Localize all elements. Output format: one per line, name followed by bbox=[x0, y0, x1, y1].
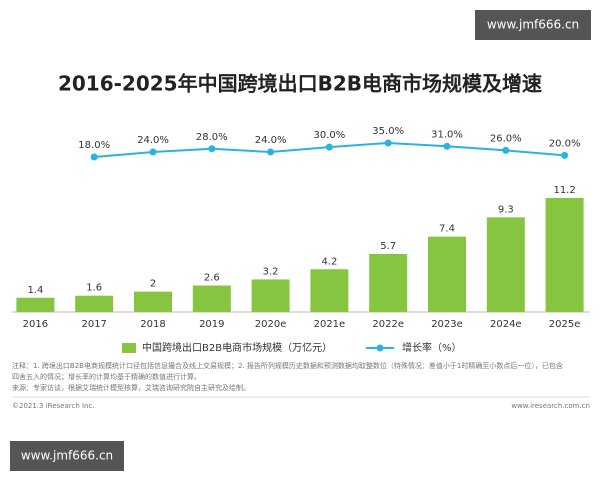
watermark-box bbox=[475, 10, 591, 40]
bar bbox=[192, 285, 231, 312]
x-tick-label: 2024e bbox=[490, 319, 522, 330]
watermark: www.jmf666.cn bbox=[487, 18, 579, 32]
x-tick-label: 2022e bbox=[372, 319, 404, 330]
bar bbox=[486, 217, 525, 312]
point bbox=[443, 142, 451, 150]
value-label: 11.2 bbox=[553, 185, 575, 196]
copyright: ©2021.3 iResearch Inc. bbox=[12, 402, 95, 410]
point bbox=[90, 153, 98, 161]
bar bbox=[251, 279, 290, 312]
point bbox=[325, 143, 333, 151]
bar bbox=[369, 253, 408, 312]
point bbox=[502, 146, 510, 154]
value-label: 18.0% bbox=[78, 140, 110, 151]
watermark: www.jmf666.cn bbox=[21, 449, 113, 463]
value-label: 26.0% bbox=[490, 133, 522, 144]
note: 注释：1. 跨境出口B2B电商规模统计口径包括信息撮合及线上交易规模；2. 报告… bbox=[12, 361, 563, 370]
legend-swatch bbox=[376, 344, 384, 352]
value-label: 4.2 bbox=[321, 256, 337, 267]
x-tick-label: 2021e bbox=[314, 319, 346, 330]
value-label: 5.7 bbox=[380, 241, 396, 252]
point bbox=[267, 148, 275, 156]
point bbox=[149, 148, 157, 156]
x-tick-label: 2020e bbox=[255, 319, 287, 330]
legend-label: 增长率（%） bbox=[402, 341, 462, 354]
bar bbox=[310, 269, 349, 312]
bar bbox=[545, 198, 584, 312]
note: 四舍五入的情况；增长率的计算均基于精确的数值进行计算。 bbox=[12, 372, 201, 381]
x-tick-label: 2017 bbox=[81, 319, 106, 330]
legend-label: 中国跨境出口B2B电商市场规模（万亿元） bbox=[142, 341, 332, 354]
bar bbox=[16, 297, 55, 312]
value-label: 2 bbox=[150, 279, 156, 290]
bar bbox=[75, 295, 114, 312]
value-label: 3.2 bbox=[263, 266, 279, 277]
value-label: 2.6 bbox=[204, 273, 220, 284]
bar bbox=[428, 236, 466, 312]
x-tick-label: 2025e bbox=[549, 319, 581, 330]
value-label: 24.0% bbox=[137, 135, 169, 146]
x-tick-label: 2016 bbox=[23, 319, 48, 330]
point bbox=[208, 145, 216, 153]
x-tick-label: 2023e bbox=[431, 319, 463, 330]
watermark-box bbox=[10, 441, 124, 471]
value-label: 28.0% bbox=[196, 132, 228, 143]
value-label: 24.0% bbox=[255, 135, 287, 146]
point bbox=[561, 151, 569, 159]
value-label: 20.0% bbox=[549, 138, 581, 149]
value-label: 9.3 bbox=[498, 204, 514, 215]
note: 来源：专家访谈，根据艾瑞统计模型核算，艾瑞咨询研究院自主研究及绘制。 bbox=[12, 383, 250, 392]
x-tick-label: 2019 bbox=[199, 319, 224, 330]
bar bbox=[134, 291, 172, 312]
value-label: 1.4 bbox=[27, 285, 43, 296]
legend-swatch bbox=[122, 343, 136, 353]
x-tick-label: 2018 bbox=[140, 319, 165, 330]
chart-title: 2016-2025年中国跨境出口B2B电商市场规模及增速 bbox=[58, 72, 542, 96]
value-label: 31.0% bbox=[431, 129, 463, 140]
website: www.iresearch.com.cn bbox=[511, 402, 590, 410]
value-label: 7.4 bbox=[439, 224, 455, 235]
point bbox=[384, 139, 392, 147]
value-label: 1.6 bbox=[86, 283, 102, 294]
value-label: 30.0% bbox=[314, 130, 346, 141]
value-label: 35.0% bbox=[372, 126, 404, 137]
